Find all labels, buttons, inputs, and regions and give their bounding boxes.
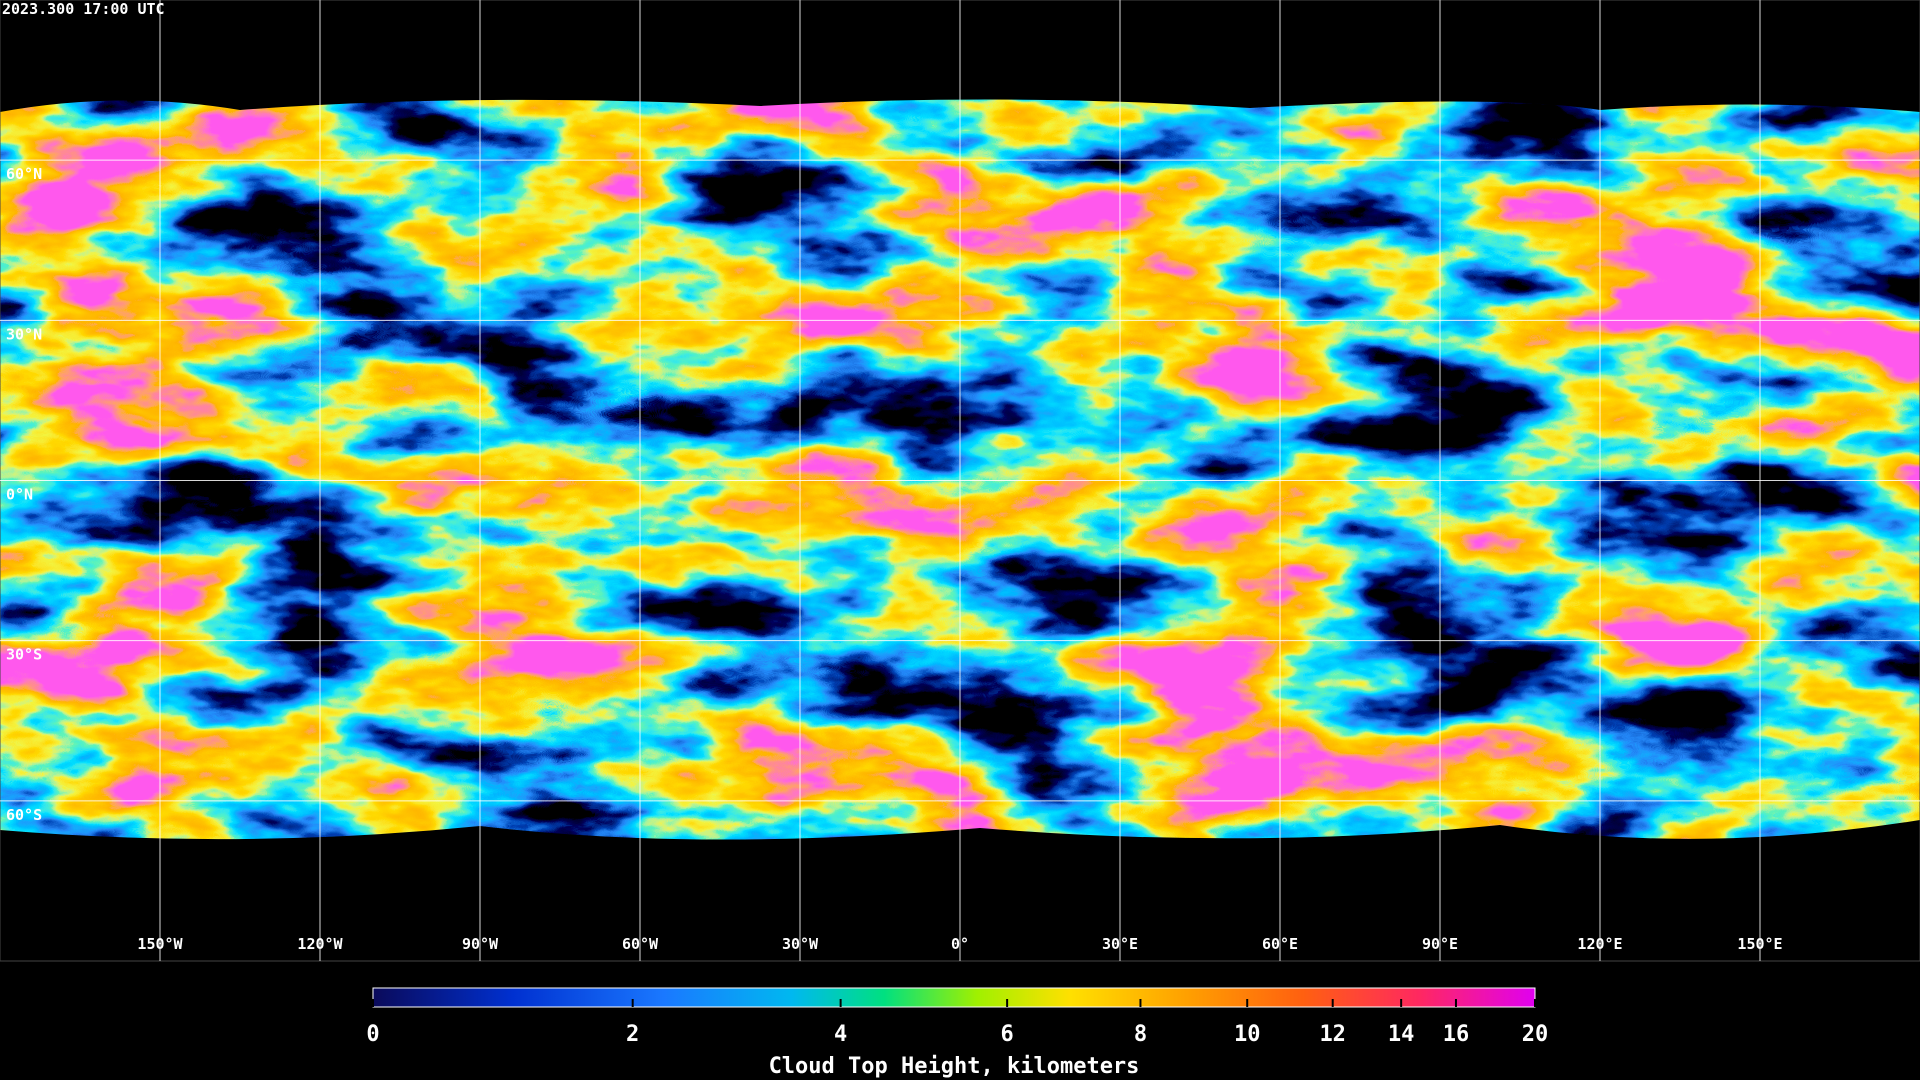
longitude-label: 30°E bbox=[1102, 935, 1138, 953]
latitude-label: 30°N bbox=[6, 325, 42, 343]
longitude-label: 150°W bbox=[137, 935, 183, 953]
colorbar-tick-label: 20 bbox=[1522, 1022, 1549, 1047]
colorbar-tick-label: 16 bbox=[1443, 1022, 1470, 1047]
colorbar-title: Cloud Top Height, kilometers bbox=[769, 1054, 1140, 1079]
latitude-label: 60°S bbox=[6, 806, 42, 824]
colorbar-tick-label: 0 bbox=[366, 1022, 379, 1047]
longitude-label: 150°E bbox=[1737, 935, 1782, 953]
longitude-label: 120°E bbox=[1577, 935, 1622, 953]
colorbar-tick-label: 12 bbox=[1319, 1022, 1346, 1047]
graticule: 150°W 120°W 90°W 60°W 30°W 0° 30°E 60°E 90°E 120°… bbox=[0, 0, 1920, 961]
latitude-label: 0°N bbox=[6, 486, 33, 504]
colorbar bbox=[372, 987, 1536, 1008]
colorbar-tick-label: 14 bbox=[1388, 1022, 1415, 1047]
longitude-label: 120°W bbox=[297, 935, 343, 953]
latitude-label: 30°S bbox=[6, 646, 42, 664]
colorbar-tick-label: 8 bbox=[1134, 1022, 1147, 1047]
colorbar-tick-label: 4 bbox=[834, 1022, 847, 1047]
longitude-label: 30°W bbox=[782, 935, 819, 953]
longitude-label: 90°E bbox=[1422, 935, 1458, 953]
colorbar-tick-label: 10 bbox=[1234, 1022, 1261, 1047]
longitude-label: 0° bbox=[951, 935, 969, 953]
longitude-label: 60°W bbox=[622, 935, 659, 953]
colorbar-ticks: 0 2 4 6 8 10 12 14 16 20 bbox=[366, 999, 1548, 1047]
colorbar-tick-label: 2 bbox=[626, 1022, 639, 1047]
longitude-label: 90°W bbox=[462, 935, 499, 953]
colorbar-tick-label: 6 bbox=[1001, 1022, 1014, 1047]
longitude-label: 60°E bbox=[1262, 935, 1298, 953]
latitude-label: 60°N bbox=[6, 165, 42, 183]
timestamp: 2023.300 17:00 UTC bbox=[2, 0, 165, 18]
